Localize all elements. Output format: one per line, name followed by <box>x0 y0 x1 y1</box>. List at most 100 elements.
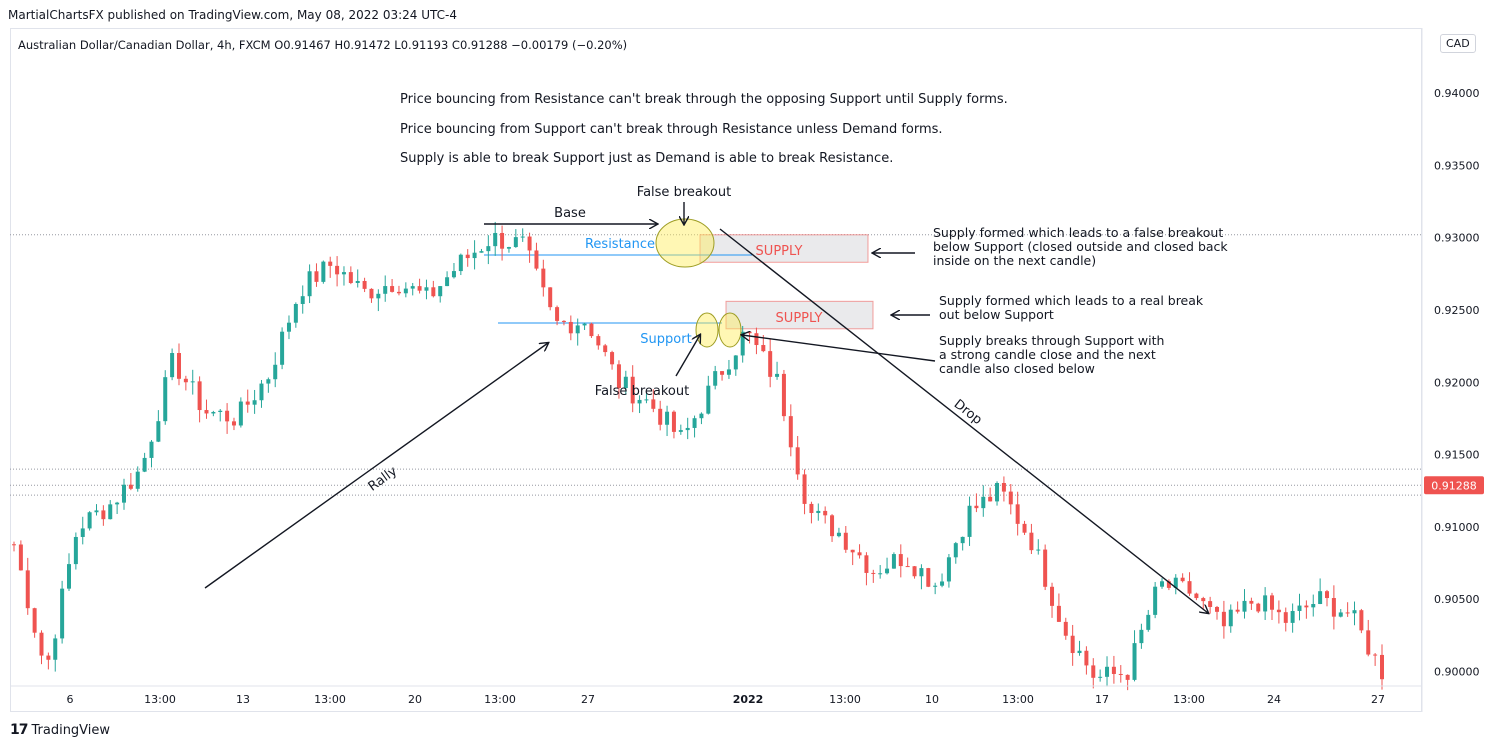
candle-body <box>575 325 580 334</box>
candle-body <box>788 416 793 448</box>
candle-body <box>328 261 333 266</box>
candle-body <box>183 378 188 383</box>
candle-body <box>1043 549 1048 587</box>
currency-badge[interactable]: CAD <box>1440 34 1476 53</box>
candle-body <box>616 364 621 389</box>
candle-body <box>843 532 848 550</box>
candle-body <box>1373 654 1378 656</box>
candle-body <box>1311 604 1316 608</box>
candle-body <box>548 287 553 308</box>
candle-body <box>768 351 773 377</box>
callout-supply-breaks-support: Supply breaks through Support with a str… <box>939 334 1164 376</box>
candle-body <box>1187 581 1192 594</box>
drop-arrow <box>719 228 1208 613</box>
last-price-badge <box>1424 476 1484 495</box>
candle-body <box>898 554 903 567</box>
candle-body <box>527 236 532 251</box>
candle-body <box>630 376 635 404</box>
candle-body <box>1166 581 1171 588</box>
candle-body <box>1249 600 1254 604</box>
x-tick-label: 20 <box>408 693 422 706</box>
candle-body <box>1001 482 1006 492</box>
candle-body <box>383 286 388 294</box>
candle-body <box>142 457 147 472</box>
price-axis[interactable]: 0.90000 0.90500 0.91000 0.91500 0.92000 0.925… <box>1421 28 1484 712</box>
candle-body <box>720 371 725 375</box>
candle-body <box>348 272 353 284</box>
candle-body <box>836 532 841 537</box>
candle-body <box>1022 523 1027 533</box>
callout-line: out below Support <box>939 307 1054 322</box>
candle-body <box>121 484 126 503</box>
support-label: Support <box>640 332 691 347</box>
candle-body <box>1180 577 1185 582</box>
candle-body <box>891 554 896 569</box>
time-axis[interactable]: 6 13:00 13 13:00 20 13:00 27 2022 13:00 10 13:00 17… <box>10 685 1422 706</box>
callout-line: Supply formed which leads to a false bre… <box>933 225 1224 240</box>
candle-body <box>981 496 986 509</box>
candle-body <box>465 254 470 259</box>
candle-body <box>472 252 477 259</box>
candle-body <box>314 271 319 282</box>
candle-body <box>513 237 518 248</box>
candle-body <box>170 353 175 378</box>
candle-body <box>1139 629 1144 644</box>
candle-body <box>238 401 243 426</box>
candle-body <box>156 421 161 442</box>
candle-body <box>885 568 890 574</box>
false-breakout-bottom-highlight <box>695 312 719 348</box>
candle-body <box>46 655 51 660</box>
candle-body <box>596 336 601 346</box>
candle-body <box>1050 586 1055 606</box>
candle-body <box>1146 614 1151 630</box>
candle-body <box>431 287 436 297</box>
rally-arrow <box>204 343 548 589</box>
y-tick-label: 0.93500 <box>1434 159 1480 172</box>
candle-body <box>747 331 752 334</box>
candle-body <box>293 303 298 323</box>
candle-body <box>781 373 786 417</box>
candle-body <box>610 352 615 365</box>
candle-body <box>1221 611 1226 627</box>
resistance-label: Resistance <box>585 237 655 252</box>
symbol-legend[interactable]: Australian Dollar/Canadian Dollar, 4h, F… <box>18 38 628 52</box>
candle-body <box>245 401 250 405</box>
candle-body <box>678 430 683 432</box>
candle-body <box>115 502 120 505</box>
candle-body <box>1256 603 1261 612</box>
candle-body <box>1160 581 1165 587</box>
false-breakout-bottom-label: False breakout <box>595 384 689 399</box>
y-tick-label: 0.94000 <box>1434 87 1480 100</box>
footer[interactable]: 17 TradingView <box>10 722 110 738</box>
candle-body <box>1098 676 1103 678</box>
candle-body <box>300 296 305 304</box>
candle-body <box>644 399 649 401</box>
callout-line: Supply formed which leads to a real brea… <box>939 293 1204 308</box>
candle-body <box>12 544 16 546</box>
candle-body <box>486 246 491 252</box>
candle-body <box>321 261 326 282</box>
candle-body <box>273 364 278 380</box>
candle-body <box>1153 586 1158 615</box>
note-line-3: Supply is able to break Support just as … <box>400 151 894 166</box>
candle-body <box>733 355 738 370</box>
candle-body <box>101 510 106 520</box>
candle-body <box>135 471 140 489</box>
candle-body <box>335 265 340 275</box>
candle-body <box>775 373 780 377</box>
candle-body <box>1228 609 1233 627</box>
candle-body <box>451 271 456 278</box>
callout-line: below Support (closed outside and closed… <box>933 239 1228 254</box>
candle-body <box>960 536 965 544</box>
x-tick-label: 10 <box>925 693 939 706</box>
candle-body <box>988 496 993 502</box>
candle-body <box>1173 577 1178 588</box>
candle-body <box>1380 654 1384 680</box>
candle-body <box>66 564 71 589</box>
candle-body <box>926 568 931 587</box>
candle-body <box>1366 630 1371 655</box>
candle-body <box>1029 532 1034 551</box>
candle-body <box>1290 610 1295 623</box>
candle-body <box>864 555 869 573</box>
